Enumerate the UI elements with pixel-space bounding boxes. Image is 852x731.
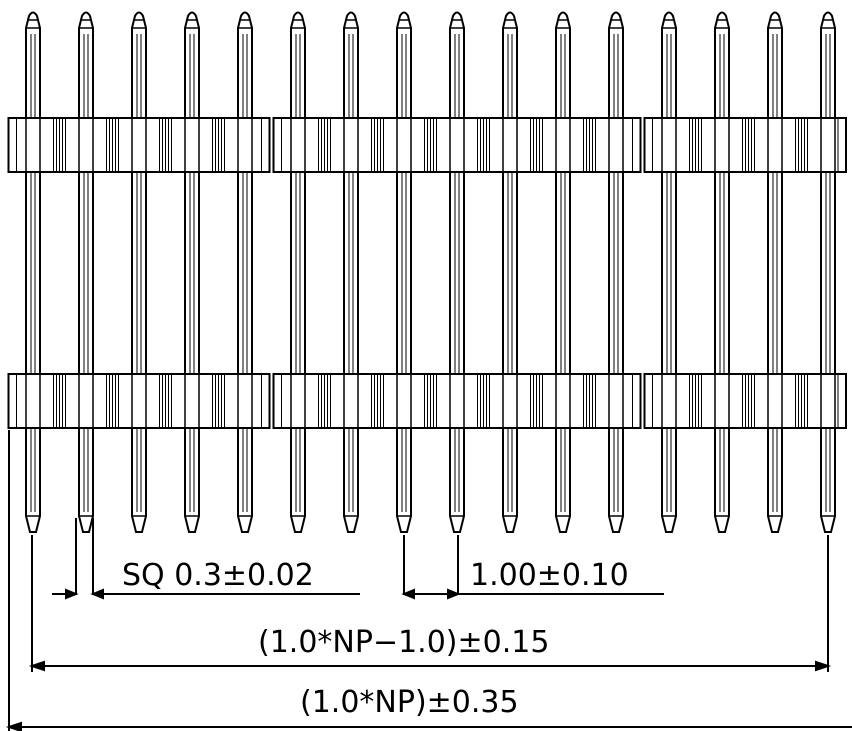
pin (396, 11, 412, 533)
pin (78, 11, 94, 533)
pin (661, 11, 677, 533)
housing-block (7, 373, 271, 429)
pin-size-dimension (52, 518, 360, 600)
pin (25, 11, 41, 533)
pin (343, 11, 359, 533)
pin (131, 11, 147, 533)
housings-group (7, 117, 847, 429)
housing-block (643, 117, 847, 173)
pitch-dimension (401, 535, 664, 600)
overall-length-dimension (5, 430, 852, 731)
pin (820, 11, 836, 533)
housing-block (272, 373, 642, 429)
pin (184, 11, 200, 533)
pin-span-dimension (28, 535, 832, 672)
housing-block (7, 117, 271, 173)
pin (608, 11, 624, 533)
overall-length-label: (1.0*NP)±0.35 (300, 685, 519, 720)
housing-block (272, 117, 642, 173)
pin-size-label: SQ 0.3±0.02 (122, 558, 314, 593)
pin (767, 11, 783, 533)
pin (449, 11, 465, 533)
pin (237, 11, 253, 533)
pitch-label: 1.00±0.10 (470, 558, 629, 593)
pin (555, 11, 571, 533)
pins-group (25, 11, 836, 533)
pin (290, 11, 306, 533)
pin (502, 11, 518, 533)
housing-block (643, 373, 847, 429)
pin (714, 11, 730, 533)
pin-span-label: (1.0*NP−1.0)±0.15 (258, 625, 549, 660)
